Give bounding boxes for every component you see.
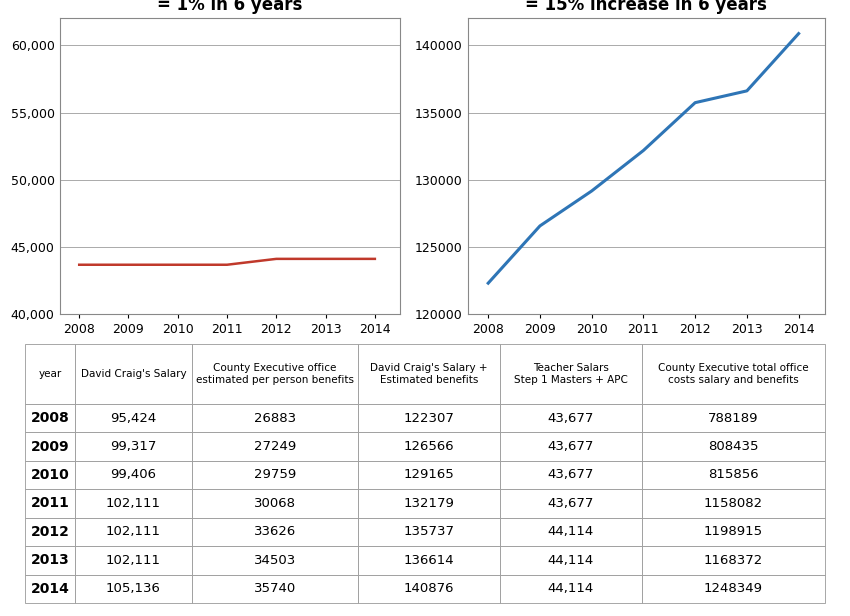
Title: Teacher Salary + benefits 2008 - 2014
= 1% in 6 years: Teacher Salary + benefits 2008 - 2014 = … (51, 0, 408, 14)
Title: County Executive Salary plus estimated
Benefits 2008 - 2014
= 15% increase in 6 : County Executive Salary plus estimated B… (460, 0, 832, 14)
